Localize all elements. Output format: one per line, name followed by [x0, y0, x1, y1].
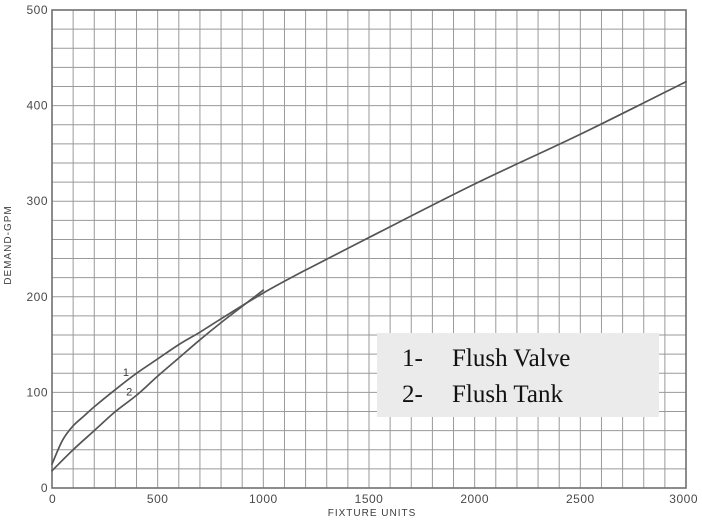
y-tick-label: 400	[26, 99, 48, 113]
x-tick-labels: 0 500 1000 1500 2000 2500 3000	[49, 492, 698, 506]
y-tick-label: 300	[26, 194, 48, 208]
curves	[51, 80, 687, 472]
y-axis-title: DEMAND-GPM	[3, 205, 14, 284]
legend-box	[377, 333, 659, 417]
x-axis-title: FIXTURE UNITS	[328, 508, 417, 519]
x-tick-label: 500	[147, 492, 169, 506]
y-tick-labels: 0 100 200 300 400 500	[26, 3, 48, 495]
curve-label-1: 1	[123, 367, 129, 379]
y-tick-label: 200	[26, 290, 48, 304]
legend-label-1: Flush Valve	[452, 345, 570, 372]
x-tick-label: 0	[49, 492, 56, 506]
legend: 1- Flush Valve 2- Flush Tank	[377, 333, 659, 417]
x-tick-label: 2000	[460, 492, 489, 506]
legend-marker-2: 2-	[402, 381, 423, 408]
x-tick-label: 1500	[355, 492, 384, 506]
y-tick-label: 500	[26, 3, 48, 17]
curve-label-2: 2	[126, 386, 132, 398]
x-tick-label: 2500	[566, 492, 595, 506]
x-tick-label: 3000	[669, 492, 698, 506]
series-line-1	[51, 80, 687, 465]
plot-frame	[51, 9, 687, 489]
plot-border	[51, 9, 687, 489]
y-tick-label: 100	[26, 385, 48, 399]
y-tick-label: 0	[41, 481, 48, 495]
legend-label-2: Flush Tank	[452, 381, 563, 408]
curve-labels: 12	[123, 367, 132, 398]
legend-marker-1: 1-	[402, 345, 423, 372]
x-tick-label: 1000	[249, 492, 278, 506]
series-line-2	[51, 289, 265, 472]
